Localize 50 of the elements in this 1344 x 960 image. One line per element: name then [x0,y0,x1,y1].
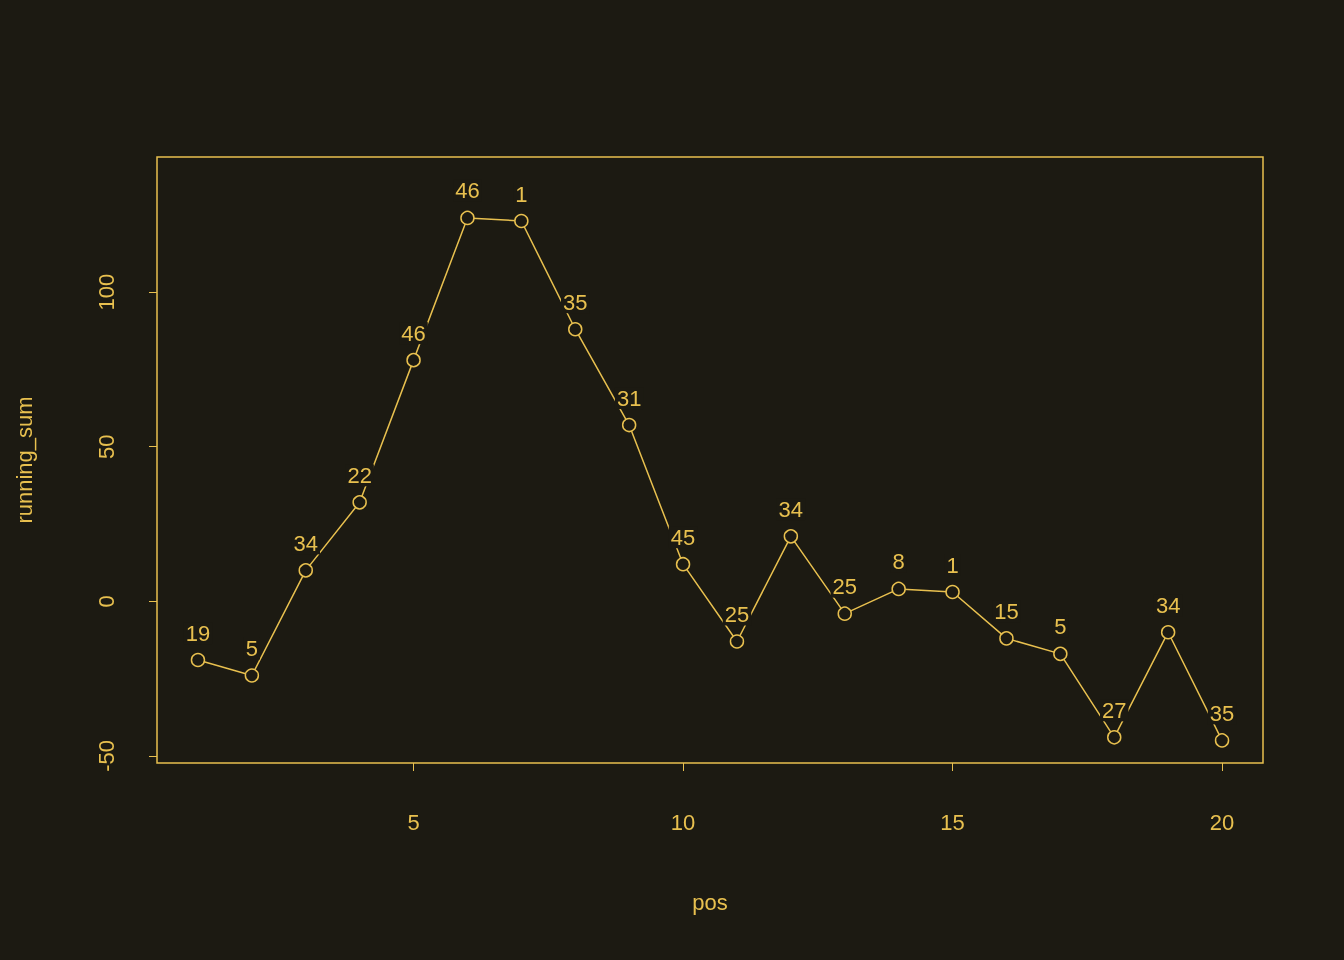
point [945,584,960,600]
point [621,417,637,433]
annotation: 46 [455,178,480,204]
annotation: 35 [563,289,588,315]
annotation: 1 [946,552,959,578]
point [1107,730,1122,745]
annotation: 19 [185,620,211,646]
annotation: 5 [245,636,258,661]
point [999,631,1014,646]
annotation: 25 [832,574,857,600]
point [568,321,583,337]
annotation: 46 [401,320,426,346]
y-tick-label: 0 [93,595,119,608]
x-axis-title: pos [692,889,728,915]
annotation: 22 [347,462,372,488]
y-tick-label: -50 [93,739,119,772]
point [675,556,691,572]
annotation: 34 [293,530,318,556]
annotation: 15 [994,598,1019,624]
y-axis-title: running_sum [11,396,37,524]
point [783,529,799,544]
annotation: 25 [724,601,750,627]
annotation: 34 [1155,592,1181,618]
point [514,213,529,229]
point [891,581,906,597]
annotation: 27 [1102,697,1127,723]
point [1160,624,1176,640]
point [1053,646,1068,662]
y-tick-label: 50 [93,434,119,459]
x-tick-label: 20 [1209,809,1235,835]
annotation: 5 [1054,614,1067,640]
point [729,634,745,649]
y-tick-label: 100 [93,273,119,311]
point [406,352,421,368]
annotation: 31 [616,385,642,411]
x-tick-label: 10 [670,809,696,835]
annotation: 34 [778,496,804,522]
point [1214,733,1230,748]
annotation: 1 [515,181,528,207]
point [244,668,260,683]
annotation: 45 [670,524,696,550]
annotation: 8 [892,549,905,575]
x-tick-label: 5 [407,809,420,835]
x-tick-label: 15 [940,809,965,835]
point [460,210,475,226]
annotation: 35 [1209,700,1235,726]
point [837,606,852,621]
point [190,652,206,668]
point [298,563,314,578]
point [352,495,367,510]
